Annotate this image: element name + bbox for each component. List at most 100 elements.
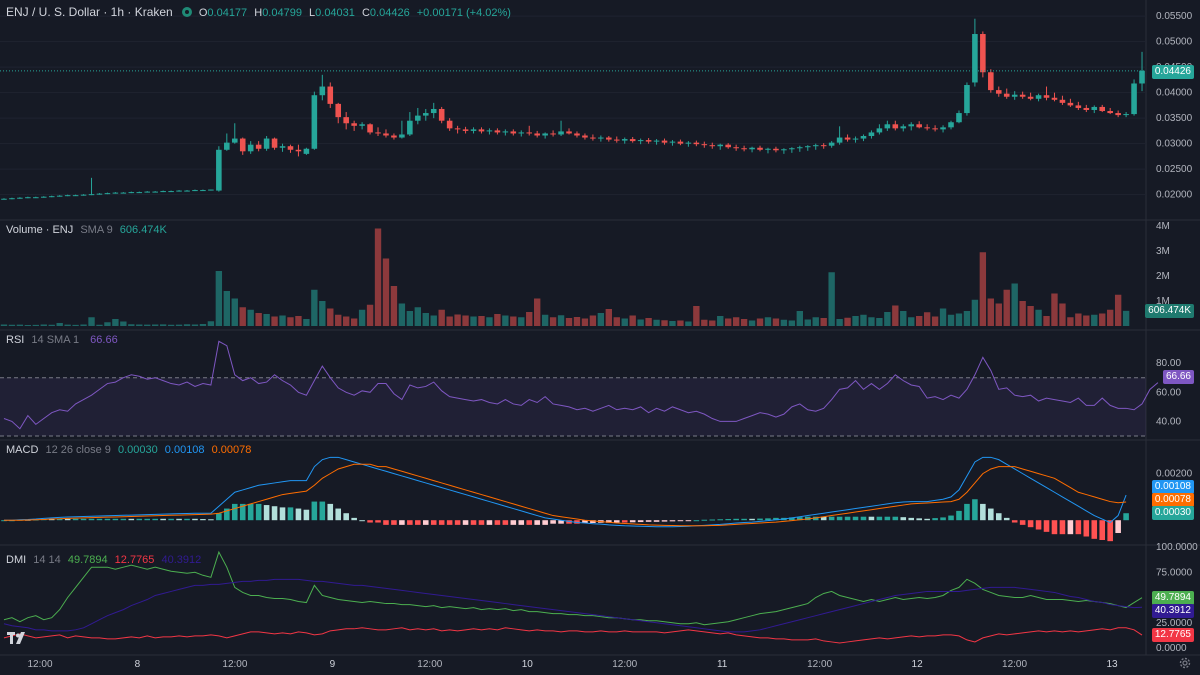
candle-body (1043, 95, 1050, 98)
candle-body (868, 132, 875, 137)
candle-body (128, 192, 135, 194)
candle-body (486, 130, 493, 132)
macd-histogram-bar (1035, 520, 1042, 530)
macd-histogram-bar (478, 520, 485, 525)
volume-bar (1091, 314, 1098, 326)
candle-body (1099, 106, 1106, 112)
candle-body (916, 124, 922, 128)
volume-bar (557, 315, 565, 326)
symbol-title[interactable]: ENJ / U. S. Dollar · 1h · Kraken (6, 5, 173, 19)
time-axis-label: 13 (1106, 659, 1118, 670)
macd-histogram-bar (399, 520, 405, 525)
macd-histogram-bar (56, 518, 63, 521)
time-axis-label: 12:00 (417, 659, 442, 670)
macd-histogram-bar (200, 519, 206, 521)
macd-histogram-bar (383, 520, 389, 525)
macd-label[interactable]: MACD (6, 444, 39, 456)
macd-histogram-bar (1003, 517, 1010, 521)
macd-histogram-bar (828, 516, 835, 521)
dmi-tick-label: 100.0000 (1156, 542, 1198, 553)
candle-body (136, 192, 143, 194)
candle-body (351, 123, 357, 126)
volume-bar (104, 322, 111, 326)
macd-histogram-bar (988, 508, 994, 521)
volume-bar (629, 315, 636, 326)
volume-bar (908, 317, 915, 326)
macd-histogram-bar (104, 518, 111, 521)
volume-bar (1067, 317, 1074, 326)
rsi-label[interactable]: RSI (6, 334, 25, 346)
rsi-line (3, 340, 1159, 430)
candle-body (359, 124, 365, 126)
candle-body (231, 138, 238, 143)
dmi-minus-label: 12.7765 (1151, 628, 1194, 642)
dmi-plus-label: 49.7894 (1151, 591, 1194, 605)
macd-histogram-bar (653, 520, 660, 522)
volume-bar (494, 314, 501, 326)
volume-bar (112, 319, 119, 326)
candle-body (343, 117, 349, 124)
macd-histogram-bar (184, 518, 190, 521)
volume-bar (0, 324, 8, 326)
macd-histogram-bar (542, 520, 548, 525)
macd-histogram-bar (717, 519, 724, 521)
gear-icon[interactable] (1178, 656, 1192, 670)
dmi-adx-label: 40.3912 (1151, 604, 1194, 618)
volume-bar (947, 314, 955, 326)
tradingview-logo-icon[interactable] (6, 629, 30, 649)
macd-histogram-bar (590, 520, 596, 523)
macd-histogram-bar (852, 516, 859, 521)
dmi-label[interactable]: DMI (6, 554, 27, 566)
volume-bar (223, 291, 230, 326)
macd-histogram-bar (550, 520, 556, 524)
candle-body (876, 128, 883, 133)
macd-histogram-bar (367, 520, 373, 523)
volume-bar (167, 324, 175, 326)
time-axis-label: 12:00 (222, 659, 247, 670)
volume-tick-label: 2M (1156, 271, 1170, 282)
volume-bar (1011, 283, 1018, 326)
volume-bar (358, 309, 366, 326)
candle-body (693, 142, 700, 145)
volume-bar (892, 305, 899, 326)
volume-bar (534, 298, 541, 326)
candle-body (558, 131, 564, 135)
candle-body (104, 193, 111, 195)
candle-body (279, 146, 286, 148)
volume-bar (1099, 313, 1106, 326)
candle-body (478, 129, 485, 132)
macd-histogram-bar (494, 520, 501, 525)
volume-bar (120, 321, 127, 326)
macd-histogram-bar (884, 516, 891, 521)
macd-histogram-bar (1107, 520, 1113, 542)
volume-bar (836, 319, 843, 326)
time-axis-label: 8 (135, 659, 141, 670)
macd-histogram-bar (860, 516, 867, 521)
candle-body (56, 195, 63, 197)
macd-histogram-bar (454, 520, 461, 525)
candle-body (653, 140, 660, 142)
candle-body (1059, 99, 1066, 103)
candle-body (1091, 106, 1098, 110)
volume-bar (1019, 301, 1026, 326)
macd-histogram-bar (1067, 520, 1074, 535)
macd-histogram-bar (279, 507, 286, 521)
volume-bar (8, 324, 16, 326)
volume-bar (374, 228, 382, 326)
volume-label[interactable]: Volume · ENJ (6, 224, 74, 236)
eye-icon[interactable] (181, 7, 192, 17)
macd-histogram-bar (621, 520, 628, 523)
candle-body (1019, 94, 1026, 97)
volume-bar (88, 317, 95, 326)
volume-bar (398, 303, 406, 326)
volume-bar (756, 318, 764, 326)
volume-bar (931, 316, 939, 326)
macd-histogram-bar (677, 520, 684, 522)
macd-histogram-bar (343, 513, 349, 521)
volume-bar (764, 317, 772, 326)
macd-histogram-bar (470, 520, 477, 525)
volume-bar (1003, 289, 1010, 326)
candle-body (542, 133, 548, 136)
macd-histogram-bar (168, 518, 174, 521)
